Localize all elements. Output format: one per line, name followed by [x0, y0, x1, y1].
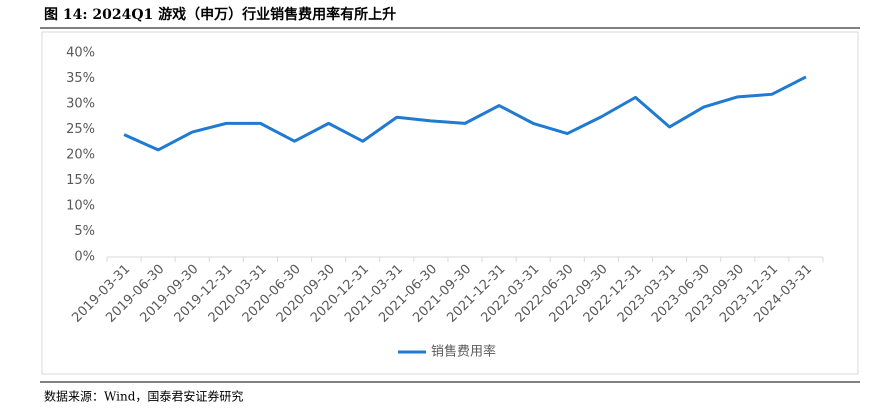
y-tick-label: 35% [66, 71, 95, 86]
y-tick-label: 15% [66, 173, 95, 188]
y-tick-label: 10% [66, 199, 95, 214]
y-tick-label: 25% [66, 122, 95, 137]
chart-frame [41, 31, 859, 375]
data-line [123, 75, 807, 152]
legend-label: 销售费用率 [431, 344, 496, 360]
y-tick-label: 40% [66, 46, 95, 61]
y-tick-label: 20% [66, 148, 95, 163]
y-tick-label: 30% [66, 97, 95, 112]
chart-title: 图 14: 2024Q1 游戏（申万）行业销售费用率有所上升 [44, 6, 396, 23]
source-note: 数据来源：Wind，国泰君安证券研究 [44, 389, 243, 404]
y-tick-label: 0% [74, 250, 95, 265]
y-tick-label: 5% [74, 224, 95, 239]
